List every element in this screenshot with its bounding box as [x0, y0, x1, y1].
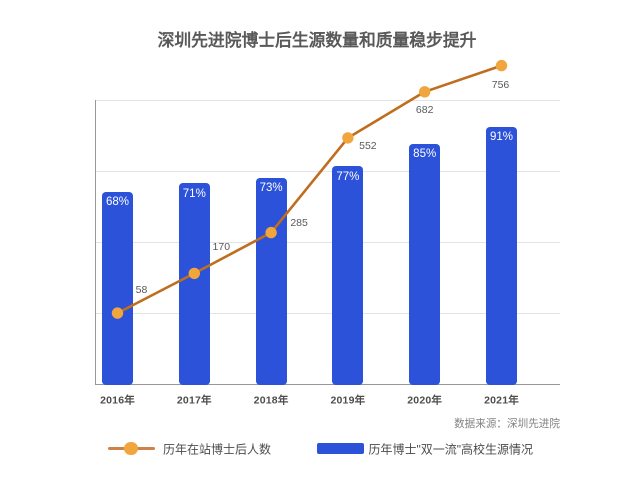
- x-axis-label: 2016年: [100, 394, 135, 407]
- line-value-label: 58: [135, 284, 148, 297]
- line-value-label: 285: [290, 216, 308, 229]
- line-point-2019年[interactable]: [342, 132, 354, 144]
- x-axis-line: [95, 384, 560, 385]
- line-point-2021年[interactable]: [495, 59, 508, 72]
- bar-value-label: 85%: [413, 148, 437, 161]
- x-axis-label: 2018年: [253, 394, 289, 407]
- bar-value-label: 73%: [259, 182, 283, 195]
- x-axis-label: 2021年: [484, 394, 519, 407]
- bar-value-label: 68%: [105, 196, 130, 209]
- data-source-note: 数据来源：深圳先进院: [454, 418, 560, 430]
- bar-value-label: 71%: [182, 187, 206, 200]
- bar-2016年[interactable]: [102, 191, 133, 385]
- legend-label-line[interactable]: 历年在站博士后人数: [163, 442, 272, 457]
- legend-bar-swatch[interactable]: [316, 443, 364, 455]
- bar-2017年[interactable]: [178, 183, 210, 385]
- line-series-path: [116, 64, 502, 315]
- x-axis-label: 2020年: [407, 394, 443, 407]
- x-axis-label: 2019年: [330, 394, 366, 407]
- bar-value-label: 91%: [489, 131, 514, 144]
- chart-title: 深圳先进院博士后生源数量和质量稳步提升: [157, 30, 477, 50]
- bar-2020年[interactable]: [409, 143, 441, 385]
- line-value-label: 682: [415, 103, 434, 116]
- line-point-2020年[interactable]: [419, 86, 431, 98]
- legend-line-marker-icon[interactable]: [124, 442, 138, 456]
- y-axis-line: [95, 100, 96, 385]
- line-value-label: 756: [491, 78, 510, 91]
- bar-value-label: 77%: [336, 170, 360, 183]
- gridline-0: [95, 100, 560, 101]
- bar-2019年[interactable]: [332, 166, 364, 385]
- x-axis-label: 2017年: [176, 394, 212, 407]
- legend-line-swatch[interactable]: [108, 447, 155, 450]
- bar-2018年[interactable]: [255, 177, 287, 385]
- bar-2021年[interactable]: [486, 126, 517, 385]
- line-value-label: 552: [359, 139, 377, 152]
- line-value-label: 170: [212, 241, 231, 254]
- legend-label-bar[interactable]: 历年博士"双一流"高校生源情况: [368, 442, 534, 457]
